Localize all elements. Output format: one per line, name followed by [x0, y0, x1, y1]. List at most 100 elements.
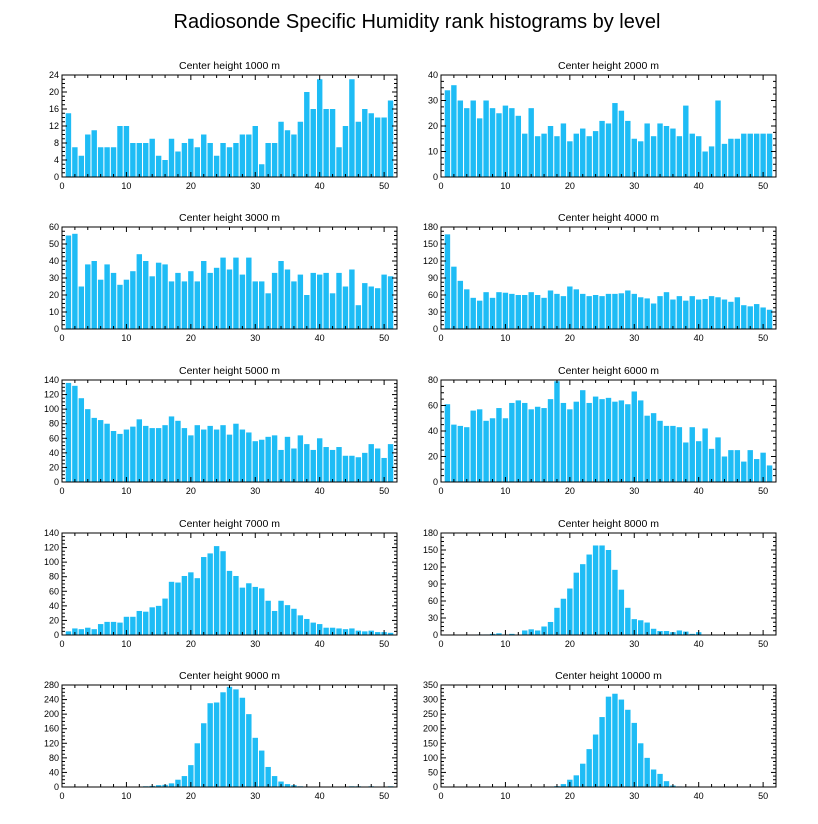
histogram-bar: [444, 90, 451, 177]
histogram-bar: [175, 272, 181, 329]
histogram-bar: [721, 456, 728, 482]
x-tick-label: 50: [379, 486, 389, 496]
histogram-bar: [246, 257, 252, 329]
histogram-bar: [760, 133, 766, 177]
histogram-bar: [85, 627, 91, 635]
y-tick-label: 20: [49, 290, 59, 300]
histogram-panel: Center height 4000 m 0 10 20 30 40 50 0 30 60 90 12…: [423, 212, 777, 343]
histogram-bar: [175, 779, 181, 787]
histogram-bar: [65, 631, 72, 635]
histogram-bar: [143, 611, 149, 635]
histogram-bar: [233, 575, 239, 635]
histogram-bar: [573, 133, 579, 177]
histogram-bar: [239, 429, 246, 482]
histogram-bar: [464, 289, 470, 329]
histogram-bar: [162, 264, 168, 329]
histogram-bar: [355, 305, 362, 329]
x-tick-label: 0: [438, 181, 443, 191]
x-tick-label: 40: [315, 181, 325, 191]
histogram-bar: [233, 257, 239, 329]
histogram-bar: [342, 126, 349, 177]
panel-title: Center height 6000 m: [558, 365, 659, 377]
histogram-bar: [265, 436, 271, 482]
histogram-bar: [476, 300, 483, 329]
histogram-bar: [239, 697, 246, 787]
histogram-bar: [741, 133, 747, 177]
x-tick-label: 40: [694, 333, 704, 343]
histogram-bar: [683, 442, 689, 482]
histogram-bar: [650, 413, 657, 482]
y-tick-label: 120: [44, 738, 59, 748]
histogram-bar: [323, 109, 329, 177]
x-tick-label: 40: [315, 791, 325, 801]
histogram-bar: [349, 628, 355, 635]
histogram-bar: [515, 115, 522, 177]
x-tick-label: 0: [59, 181, 64, 191]
histogram-bar: [233, 423, 239, 482]
histogram-bar: [702, 428, 708, 482]
x-tick-label: 0: [59, 639, 64, 649]
x-tick-label: 0: [59, 791, 64, 801]
histogram-bar: [567, 141, 573, 177]
histogram-bar: [143, 261, 149, 329]
histogram-bar: [592, 131, 599, 177]
histogram-bar: [65, 382, 72, 482]
histogram-bar: [644, 757, 650, 787]
histogram-bar: [226, 570, 233, 635]
histogram-bar: [143, 425, 149, 482]
histogram-bar: [721, 143, 728, 177]
histogram-bar: [689, 633, 695, 635]
histogram-bar: [374, 117, 381, 177]
histogram-bar: [362, 452, 368, 482]
histogram-bar: [104, 621, 110, 635]
x-tick-label: 30: [250, 181, 260, 191]
y-tick-label: 80: [49, 753, 59, 763]
y-tick-label: 0: [433, 324, 438, 334]
histogram-bar: [259, 588, 265, 635]
histogram-bar: [444, 404, 451, 482]
histogram-panel: Center height 2000 m 0 10 20 30 40 50 0 10 20 30 40: [428, 60, 777, 191]
y-tick-label: 4: [54, 155, 59, 165]
histogram-bar: [515, 400, 522, 482]
y-tick-label: 20: [428, 121, 438, 131]
histogram-bar: [541, 297, 547, 329]
histogram-bar: [291, 281, 297, 329]
histogram-bar: [110, 272, 117, 329]
histogram-bar: [252, 126, 258, 177]
y-tick-label: 140: [44, 375, 59, 385]
histogram-panel: Center height 3000 m 0 10 20 30 40 50 0 10 20 30 40…: [49, 212, 398, 343]
histogram-bar: [631, 138, 637, 177]
histogram-bar: [104, 264, 110, 329]
histogram-bar: [541, 408, 547, 482]
histogram-bar: [650, 628, 657, 635]
histogram-bar: [162, 160, 168, 177]
x-tick-label: 10: [121, 486, 131, 496]
histogram-bar: [489, 108, 496, 177]
y-tick-label: 0: [54, 630, 59, 640]
y-tick-label: 160: [44, 724, 59, 734]
y-tick-label: 0: [54, 477, 59, 487]
histogram-bar: [715, 297, 721, 329]
histogram-bar: [239, 134, 246, 177]
histogram-bar: [220, 143, 226, 177]
y-tick-label: 60: [428, 401, 438, 411]
y-tick-label: 20: [49, 462, 59, 472]
y-tick-label: 150: [423, 545, 438, 555]
histogram-bar: [252, 586, 258, 635]
x-tick-label: 30: [629, 486, 639, 496]
histogram-bar: [387, 276, 394, 329]
x-tick-label: 10: [121, 333, 131, 343]
histogram-bar: [368, 444, 374, 482]
histogram-bar: [496, 408, 502, 482]
histogram-bar: [592, 545, 599, 635]
histogram-bar: [387, 100, 394, 177]
histogram-bar: [316, 438, 323, 482]
x-tick-label: 30: [629, 333, 639, 343]
y-tick-label: 30: [428, 613, 438, 623]
histogram-panel: Center height 8000 m 0 10 20 30 40 50 0 30 60 90 12…: [423, 518, 777, 649]
histogram-bar: [271, 776, 278, 787]
x-tick-label: 0: [438, 639, 443, 649]
histogram-bar: [625, 404, 631, 482]
y-tick-label: 20: [428, 452, 438, 462]
histogram-bar: [489, 418, 496, 482]
